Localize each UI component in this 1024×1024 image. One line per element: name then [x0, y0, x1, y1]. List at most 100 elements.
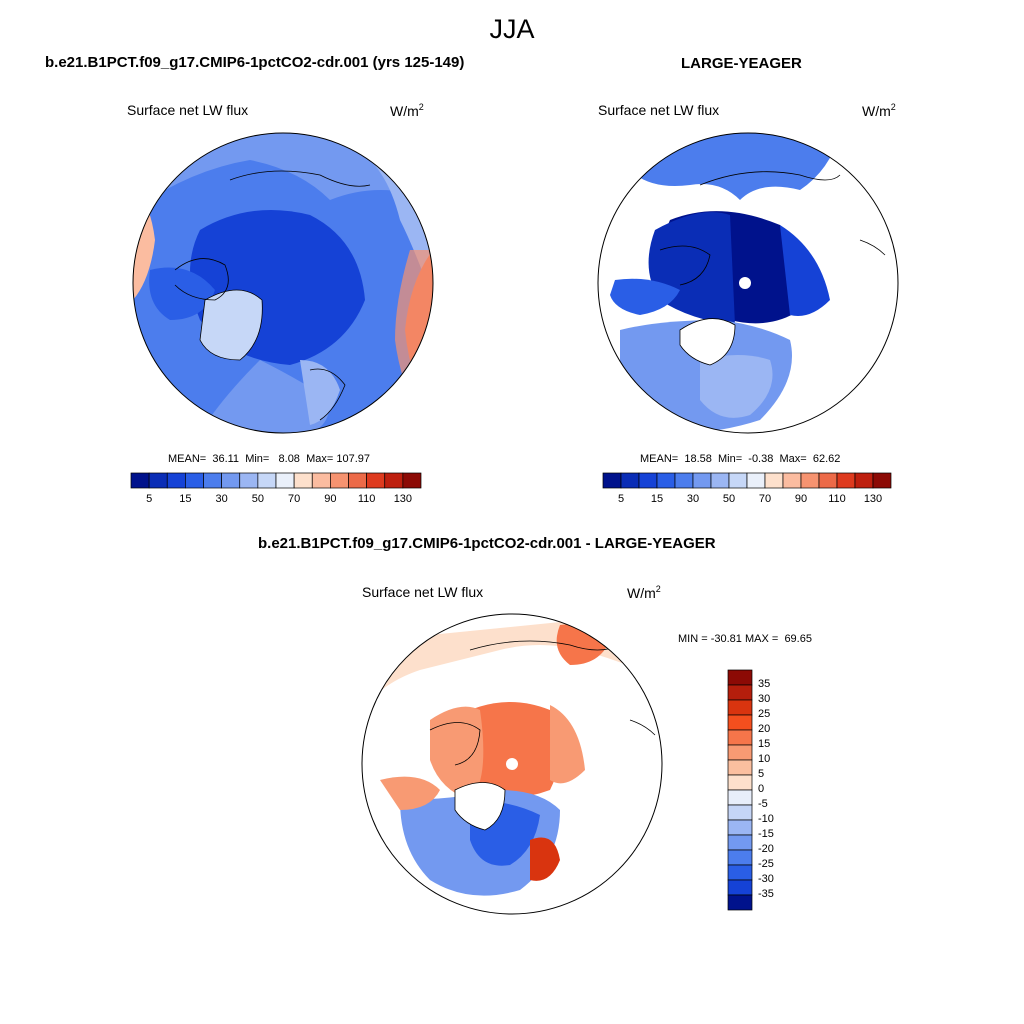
- panel3-region-greenland: [455, 782, 505, 830]
- colorbar-1-tick-label: 30: [215, 493, 228, 505]
- panel1-coastline-greenland: [199, 289, 263, 361]
- panel1-region-atlantic: [200, 360, 330, 433]
- colorbar-1-tick-label: 90: [324, 493, 337, 505]
- colorbar-1-tick-label: 50: [251, 493, 264, 505]
- colorbar-1-swatch: [402, 472, 422, 489]
- panel2-title: LARGE-YEAGER: [681, 55, 802, 72]
- colorbar-3-swatch: [727, 744, 753, 761]
- panel3-region-labrador-warm: [380, 776, 440, 810]
- colorbar-3-swatch: [727, 879, 753, 896]
- colorbar-3-swatch: [727, 714, 753, 731]
- colorbar-3-tick-label: 5: [758, 768, 765, 780]
- panel2-map-border: [597, 132, 899, 434]
- colorbar-3-swatch: [727, 669, 753, 686]
- colorbar-2-tick-label: 5: [617, 493, 625, 505]
- panel2-pole-hole: [739, 277, 751, 289]
- colorbar-3-tick-label: 25: [758, 708, 771, 720]
- panel3-coastline-archipelago: [429, 722, 481, 766]
- panel2-coastline-asia: [699, 171, 841, 186]
- colorbar-3-swatch: [727, 789, 753, 806]
- colorbar-2-swatch: [620, 472, 640, 489]
- panel3-variable-label: Surface net LW flux: [362, 584, 484, 600]
- panel2-variable-label: Surface net LW flux: [598, 102, 720, 118]
- figure-title: JJA: [489, 14, 535, 44]
- panel2-region-arctic-ring: [648, 212, 735, 325]
- panel1-region-baffin: [149, 267, 215, 320]
- colorbar-2-swatch: [746, 472, 766, 489]
- colorbar-1-swatch: [148, 472, 168, 489]
- panel1-region-north-pacific: [133, 133, 433, 210]
- colorbar-2-swatch: [782, 472, 802, 489]
- colorbar-3-tick-label: 30: [758, 693, 771, 705]
- panel2-region-north-pacific: [630, 133, 840, 200]
- colorbar-1-swatch: [275, 472, 295, 489]
- colorbar-3-tick-label: 35: [758, 678, 771, 690]
- colorbar-2-swatch: [764, 472, 784, 489]
- colorbar-1-swatch: [203, 472, 222, 489]
- colorbar-3-tick-label: -30: [758, 873, 774, 885]
- panel1-region-greenland: [200, 290, 263, 360]
- colorbar-2-tick-label: 50: [722, 493, 736, 505]
- panel1-region-arctic-core: [190, 210, 365, 365]
- colorbar-3-swatch: [727, 729, 753, 746]
- panel2-coastline-greenland: [679, 318, 736, 366]
- panel1-coastline-asia: [229, 170, 371, 187]
- colorbar-1-swatch: [257, 472, 277, 489]
- colorbar-1-tick-label: 15: [179, 493, 192, 505]
- panel3-region-siberia-warm: [550, 705, 585, 784]
- colorbar-1-swatch: [348, 472, 367, 489]
- colorbar-2-tick-label: 130: [863, 493, 883, 505]
- panel3-pole-hole: [506, 758, 518, 770]
- panel2-coastline-alaska: [859, 239, 886, 256]
- panel3-coastline-greenland: [454, 782, 506, 831]
- colorbar-3-tick-label: -25: [758, 858, 774, 870]
- panel3-region-atlantic-cool: [400, 790, 560, 896]
- colorbar-3-swatch: [727, 894, 753, 911]
- colorbar-3-swatch: [727, 774, 753, 791]
- colorbar-3-tick-label: -20: [758, 843, 774, 855]
- colorbar-1-swatch: [311, 472, 331, 489]
- colorbar-2-swatch: [836, 472, 856, 489]
- panel3-stats: MIN = -30.81 MAX = 69.65: [678, 633, 812, 645]
- colorbar-2-tick-label: 90: [794, 493, 808, 505]
- colorbar-1-swatch: [221, 472, 241, 489]
- panel3-title: b.e21.B1PCT.f09_g17.CMIP6-1pctCO2-cdr.00…: [258, 535, 716, 552]
- colorbar-2-swatch: [728, 472, 748, 489]
- panel1-title: b.e21.B1PCT.f09_g17.CMIP6-1pctCO2-cdr.00…: [45, 54, 465, 71]
- panel1-units: W/m2: [390, 102, 424, 119]
- colorbar-3-tick-label: 15: [758, 738, 771, 750]
- colorbar-3-tick-label: -35: [758, 888, 774, 900]
- colorbar-2-tick-label: 15: [650, 493, 664, 505]
- panel3-region-arctic-core: [449, 702, 560, 798]
- colorbar-1-tick-label: 130: [393, 493, 413, 505]
- panel3-region-north-pacific: [370, 614, 662, 700]
- panel1-field-background: [133, 133, 433, 433]
- colorbar-1-swatch: [166, 472, 186, 489]
- colorbar-3-tick-label: 10: [758, 753, 771, 765]
- panel3-region-east-warm: [556, 624, 610, 665]
- colorbar-2-swatch: [692, 472, 712, 489]
- panel2-region-greenland: [680, 318, 735, 365]
- colorbar-1-swatch: [366, 472, 386, 489]
- colorbar-2-swatch: [872, 472, 892, 489]
- panel2-stats: MEAN= 18.58 Min= -0.38 Max= 62.62: [640, 453, 841, 465]
- panel2-units: W/m2: [862, 102, 896, 119]
- colorbar-2-tick-label: 70: [758, 493, 772, 505]
- panel3-coastline-alaska: [629, 719, 656, 736]
- colorbar-3-swatch: [727, 699, 753, 716]
- colorbar-3-tick-label: 0: [758, 783, 765, 795]
- colorbar-3-swatch: [727, 834, 753, 851]
- colorbar-2-swatch: [800, 472, 820, 489]
- colorbar-1-swatch: [384, 472, 404, 489]
- colorbar-2-swatch: [656, 472, 676, 489]
- panel2-region-arctic-core: [662, 211, 803, 324]
- colorbar-3-swatch: [727, 759, 753, 776]
- panel1-region-west-america-warm: [133, 190, 155, 300]
- colorbar-1-tick-label: 5: [146, 493, 153, 505]
